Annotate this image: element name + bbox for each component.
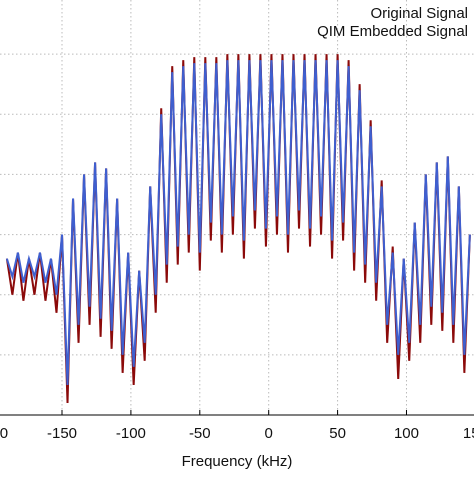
x-tick-label: 100	[394, 425, 419, 442]
x-tick-label: -150	[47, 425, 77, 442]
legend-label: Original Signal	[370, 5, 468, 22]
x-tick-label: 50	[329, 425, 346, 442]
x-tick-label: 0	[265, 425, 273, 442]
series-line	[5, 60, 471, 385]
x-tick-label: -200	[0, 425, 8, 442]
series-line	[5, 54, 471, 404]
x-axis-label: Frequency (kHz)	[182, 453, 293, 470]
x-tick-label: -50	[189, 425, 211, 442]
legend-label: QIM Embedded Signal	[317, 23, 468, 40]
x-tick-label: -100	[116, 425, 146, 442]
x-tick-label: 150	[463, 425, 474, 442]
